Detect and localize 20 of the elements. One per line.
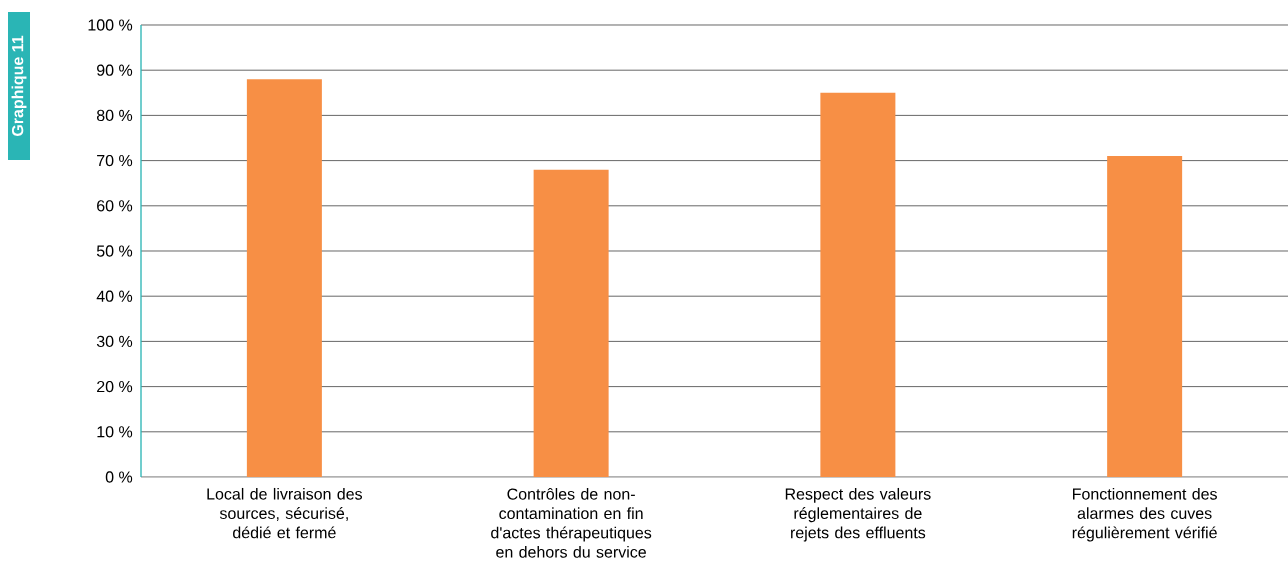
y-tick-label: 80 % bbox=[96, 109, 133, 122]
y-tick-label: 60 % bbox=[97, 200, 133, 212]
x-tick-label: Respect des valeurs réglementaires de rejets des effluents bbox=[785, 487, 931, 542]
x-tick-label: Local de livraison des sources, sécurisé, dédié et fermé bbox=[207, 487, 363, 539]
bar bbox=[533, 169, 609, 477]
x-tick-label: Contrôles de non-contamination en fin d'actes thérapeutiques en dehors du service bbox=[491, 487, 652, 558]
y-tick-label: 0 % bbox=[105, 471, 133, 483]
bar bbox=[246, 79, 322, 477]
y-tick-label: 70 % bbox=[97, 154, 133, 167]
y-tick-label: 50 % bbox=[96, 245, 133, 257]
y-tick-label: 20 % bbox=[97, 380, 133, 393]
y-tick-label: 10 % bbox=[97, 426, 133, 438]
bar bbox=[1107, 156, 1183, 477]
bar bbox=[820, 92, 896, 477]
x-tick-label: Fonctionnement des alarmes des cuves régulièrement vérifié bbox=[1072, 487, 1217, 542]
y-tick-label: 40 % bbox=[96, 290, 133, 302]
text: Graphique 11 bbox=[11, 35, 27, 137]
y-tick-label: 90 % bbox=[97, 64, 133, 76]
y-tick-label: 30 % bbox=[96, 335, 133, 348]
y-tick-label: 100 % bbox=[88, 19, 133, 31]
